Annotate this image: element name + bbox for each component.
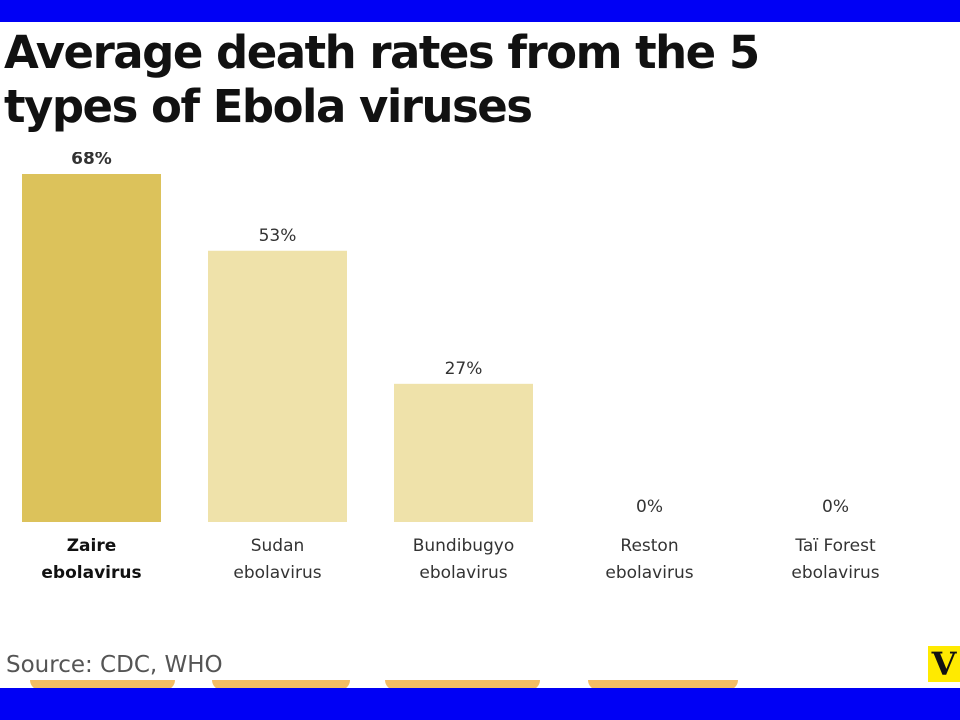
category-label: ebolavirus [233,563,321,583]
category-label: Taï Forest [794,536,876,556]
category-label: ebolavirus [791,563,879,583]
bar-chart: 68% Zaire ebolavirus 53% Sudan ebolavirus 27% B… [22,152,880,583]
value-label: 0% [822,497,849,517]
value-label: 0% [636,497,663,517]
bar-sudan [208,250,347,522]
value-label: 53% [259,226,297,246]
bottom-frame-band [0,688,960,720]
chart-title: Average death rates from the 5 types of … [4,26,760,133]
vox-logo: V [928,646,960,682]
category-label: Zaire [67,536,117,556]
decor-pill [212,680,350,690]
category-label: ebolavirus [605,563,693,583]
decor-pill [385,680,540,690]
category-label: ebolavirus [419,563,507,583]
bar-bundibugyo [394,383,533,522]
bar-zaire [22,174,161,522]
category-label: Bundibugyo [413,536,515,556]
decor-pill [588,680,738,690]
category-label: Sudan [251,536,305,556]
top-frame-band [0,0,960,22]
chart-panel: Average death rates from the 5 types of … [0,22,960,688]
source-note: Source: CDC, WHO [6,652,223,678]
value-label: 68% [71,152,112,169]
category-label: Reston [620,536,678,556]
decor-pill [30,680,175,690]
category-label: ebolavirus [41,563,141,583]
value-label: 27% [445,359,483,379]
